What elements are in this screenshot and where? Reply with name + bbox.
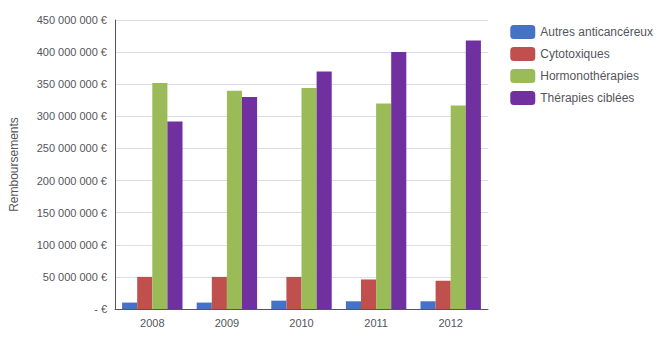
svg-text:2011: 2011: [364, 317, 388, 329]
svg-text:150 000 000 €: 150 000 000 €: [37, 207, 107, 219]
svg-text:300 000 000 €: 300 000 000 €: [37, 110, 107, 122]
svg-text:50 000 000 €: 50 000 000 €: [43, 271, 107, 283]
svg-text:2009: 2009: [215, 317, 239, 329]
svg-text:2010: 2010: [289, 317, 313, 329]
svg-text:2012: 2012: [438, 317, 462, 329]
svg-text:2008: 2008: [140, 317, 164, 329]
svg-text:Remboursements: Remboursements: [7, 117, 21, 212]
svg-text:Autres anticancéreux: Autres anticancéreux: [540, 25, 653, 39]
svg-text:100 000 000 €: 100 000 000 €: [37, 239, 107, 251]
svg-text:200 000 000 €: 200 000 000 €: [37, 175, 107, 187]
svg-text:350 000 000 €: 350 000 000 €: [37, 78, 107, 90]
svg-text:Cytotoxiques: Cytotoxiques: [540, 47, 609, 61]
svg-text:Thérapies ciblées: Thérapies ciblées: [540, 91, 634, 105]
svg-text:400 000 000 €: 400 000 000 €: [37, 46, 107, 58]
svg-text:250 000 000 €: 250 000 000 €: [37, 142, 107, 154]
svg-text:450 000 000 €: 450 000 000 €: [37, 14, 107, 26]
svg-text:- €: - €: [94, 303, 107, 315]
svg-text:Hormonothérapies: Hormonothérapies: [540, 69, 639, 83]
